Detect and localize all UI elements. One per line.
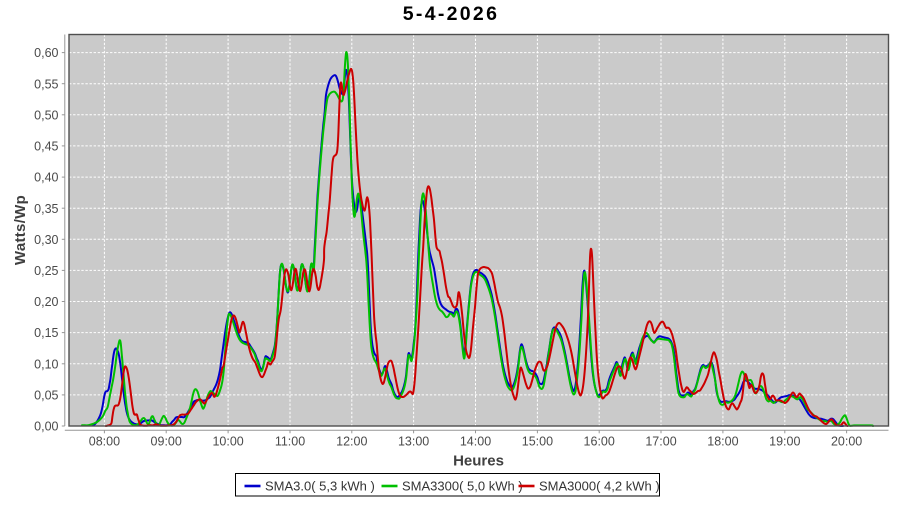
svg-text:0,40: 0,40 [34, 171, 58, 185]
svg-text:0,10: 0,10 [34, 357, 58, 371]
svg-text:0,05: 0,05 [34, 389, 58, 403]
svg-text:0,25: 0,25 [34, 264, 58, 278]
svg-text:18:00: 18:00 [707, 435, 738, 449]
svg-text:08:00: 08:00 [89, 435, 120, 449]
svg-text:SMA3000( 4,2 kWh ): SMA3000( 4,2 kWh ) [539, 479, 660, 494]
svg-text:0,55: 0,55 [34, 77, 58, 91]
svg-text:0,60: 0,60 [34, 46, 58, 60]
svg-text:SMA3300( 5,0 kWh ): SMA3300( 5,0 kWh ) [402, 479, 523, 494]
svg-text:16:00: 16:00 [584, 435, 615, 449]
svg-text:10:00: 10:00 [212, 435, 243, 449]
svg-text:5-4-2026: 5-4-2026 [403, 3, 499, 25]
svg-text:SMA3.0( 5,3 kWh ): SMA3.0( 5,3 kWh ) [265, 479, 375, 494]
svg-text:20:00: 20:00 [831, 435, 862, 449]
svg-text:17:00: 17:00 [645, 435, 676, 449]
svg-text:14:00: 14:00 [460, 435, 491, 449]
svg-text:Watts/Wp: Watts/Wp [12, 195, 29, 265]
svg-text:0,00: 0,00 [34, 420, 58, 434]
svg-text:Heures: Heures [453, 453, 504, 470]
svg-text:0,35: 0,35 [34, 202, 58, 216]
svg-text:0,15: 0,15 [34, 326, 58, 340]
svg-text:15:00: 15:00 [522, 435, 553, 449]
svg-text:0,30: 0,30 [34, 233, 58, 247]
svg-text:12:00: 12:00 [336, 435, 367, 449]
svg-text:11:00: 11:00 [275, 435, 305, 449]
svg-text:13:00: 13:00 [398, 435, 429, 449]
svg-text:0,50: 0,50 [34, 108, 58, 122]
svg-text:0,20: 0,20 [34, 295, 58, 309]
svg-text:09:00: 09:00 [151, 435, 182, 449]
svg-text:0,45: 0,45 [34, 140, 58, 154]
svg-text:19:00: 19:00 [769, 435, 800, 449]
